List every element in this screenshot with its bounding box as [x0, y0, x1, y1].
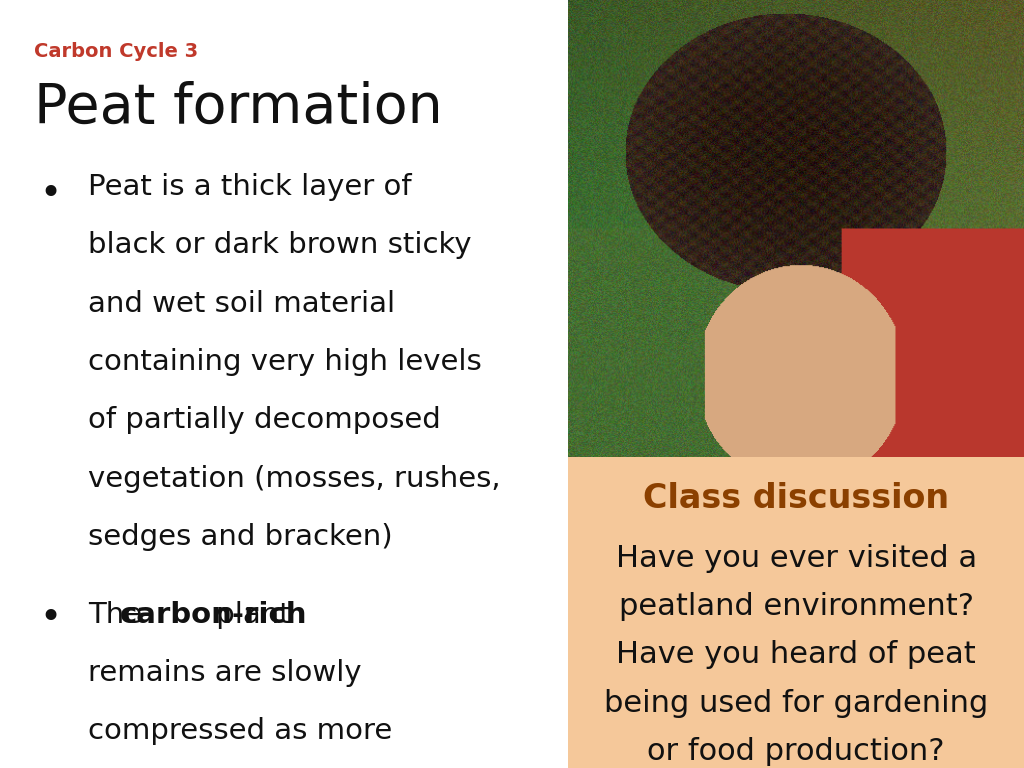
Text: sedges and bracken): sedges and bracken) — [88, 523, 393, 551]
Text: peatland environment?: peatland environment? — [618, 592, 974, 621]
Text: or food production?: or food production? — [647, 737, 945, 766]
Text: of partially decomposed: of partially decomposed — [88, 406, 441, 434]
Text: black or dark brown sticky: black or dark brown sticky — [88, 231, 472, 259]
FancyBboxPatch shape — [568, 457, 1024, 768]
Text: Carbon Cycle 3: Carbon Cycle 3 — [34, 42, 199, 61]
Text: plant: plant — [208, 601, 291, 628]
Text: carbon-rich: carbon-rich — [120, 601, 307, 628]
Text: Have you ever visited a: Have you ever visited a — [615, 544, 977, 573]
Text: compressed as more: compressed as more — [88, 717, 392, 745]
Text: and wet soil material: and wet soil material — [88, 290, 395, 317]
Text: •: • — [40, 177, 61, 213]
Text: being used for gardening: being used for gardening — [604, 689, 988, 717]
Text: containing very high levels: containing very high levels — [88, 348, 482, 376]
Text: Peat formation: Peat formation — [34, 81, 442, 134]
Text: Have you heard of peat: Have you heard of peat — [616, 641, 976, 670]
Text: Class discussion: Class discussion — [643, 482, 949, 515]
Text: •: • — [40, 601, 61, 637]
Text: remains are slowly: remains are slowly — [88, 659, 361, 687]
Text: vegetation (mosses, rushes,: vegetation (mosses, rushes, — [88, 465, 501, 492]
Text: The: The — [88, 601, 152, 628]
Text: Peat is a thick layer of: Peat is a thick layer of — [88, 173, 412, 200]
